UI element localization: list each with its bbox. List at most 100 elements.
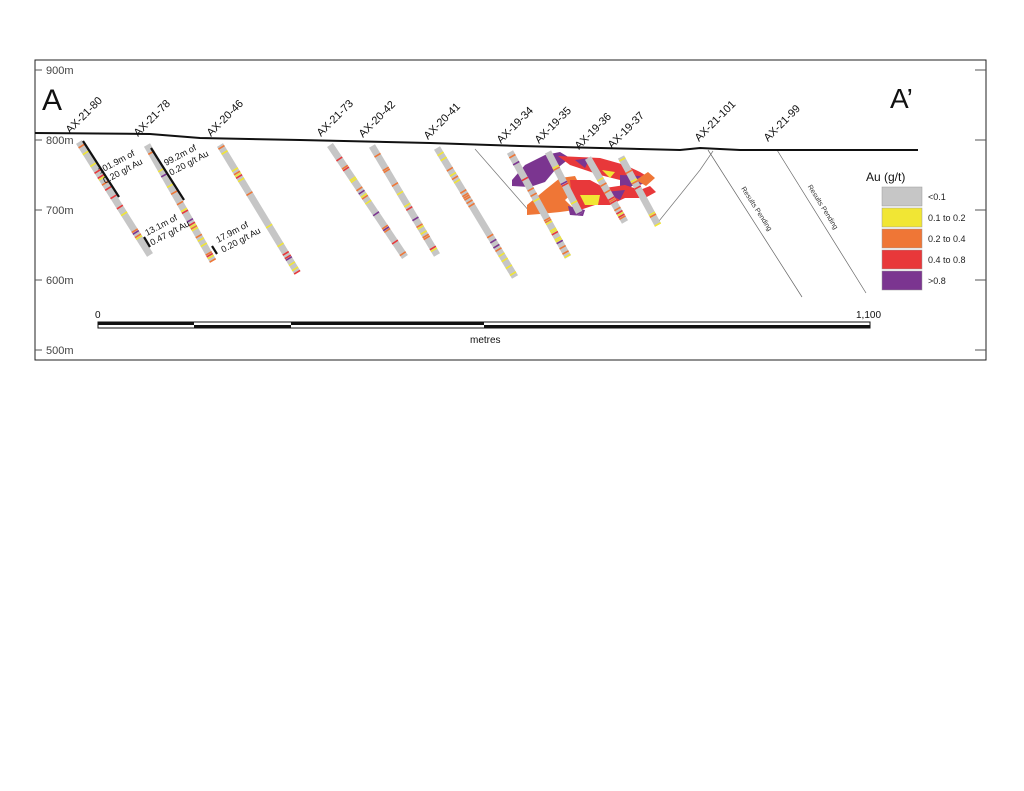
assay-interval <box>521 176 529 182</box>
assay-interval <box>206 252 214 258</box>
legend-swatch <box>881 228 923 249</box>
assay-interval <box>440 156 448 162</box>
assay-interval <box>555 237 563 243</box>
assay-interval <box>285 256 293 262</box>
legend-swatch <box>881 270 923 291</box>
assay-interval <box>464 195 471 201</box>
section-start-label: A <box>42 84 62 117</box>
assay-interval <box>234 172 242 178</box>
assay-interval <box>412 216 419 222</box>
assay-interval <box>543 216 551 222</box>
legend-swatch <box>881 207 923 228</box>
legend-label: 0.1 to 0.2 <box>928 213 966 223</box>
assay-interval <box>282 250 290 256</box>
legend: Au (g/t) <0.1 0.1 to 0.2 0.2 to 0.4 0.4 to … <box>866 170 966 291</box>
assay-interval <box>98 175 106 181</box>
assay-interval <box>209 257 217 263</box>
assay-interval <box>374 152 381 158</box>
assay-interval <box>618 213 625 219</box>
assay-interval <box>544 218 552 224</box>
assay-interval <box>361 194 369 200</box>
assay-interval <box>342 166 350 172</box>
ground-surface <box>34 132 918 152</box>
assay-interval <box>416 223 423 229</box>
assay-interval <box>498 252 505 258</box>
assay-interval <box>382 226 390 232</box>
assay-interval <box>381 224 389 230</box>
assay-interval <box>561 182 569 188</box>
assay-interval <box>527 187 535 192</box>
assay-interval <box>509 271 517 277</box>
assay-interval <box>649 213 657 219</box>
assay-interval <box>360 192 368 199</box>
assay-interval <box>335 156 343 162</box>
assay-interval <box>104 185 112 191</box>
drill-hole <box>584 156 629 224</box>
assay-interval <box>94 168 101 175</box>
assay-interval <box>570 200 578 205</box>
assay-interval <box>420 230 428 236</box>
assay-interval <box>231 167 239 173</box>
frame <box>34 59 987 361</box>
assay-interval <box>596 177 604 182</box>
assay-interval <box>120 211 128 217</box>
assay-interval <box>553 166 561 172</box>
legend-swatch <box>881 186 923 207</box>
assay-interval <box>495 247 502 253</box>
assay-interval <box>654 222 662 227</box>
drill-holes: Results Pending Results Pending <box>76 140 867 298</box>
assay-interval <box>486 233 494 239</box>
assay-interval <box>446 166 454 172</box>
assay-interval <box>466 199 473 205</box>
assay-interval <box>97 174 105 180</box>
elev-600: 600m <box>46 275 74 287</box>
scale-end: 1,100 <box>856 310 881 321</box>
assay-interval <box>89 162 97 168</box>
assay-interval <box>549 227 557 233</box>
assay-interval <box>422 233 430 239</box>
assay-interval <box>552 164 560 170</box>
assay-interval <box>576 210 584 216</box>
assay-interval <box>545 220 553 226</box>
assay-interval <box>562 250 569 255</box>
assay-interval <box>617 211 624 217</box>
drill-hole <box>368 144 441 257</box>
assay-interval <box>195 233 203 239</box>
assay-interval <box>372 211 380 217</box>
assay-interval <box>648 211 656 217</box>
assay-interval <box>559 244 567 250</box>
assay-interval <box>634 185 642 190</box>
assay-interval <box>200 242 208 248</box>
assay-interval <box>512 160 520 166</box>
drill-hole <box>327 143 408 259</box>
assay-interval <box>349 176 357 182</box>
assay-interval <box>630 178 638 183</box>
assay-interval <box>489 238 497 244</box>
drill-hole <box>506 150 572 259</box>
assay-interval <box>508 153 516 159</box>
hole-core <box>368 144 441 257</box>
assay-interval <box>462 194 470 200</box>
assay-interval <box>551 230 559 236</box>
intercept-markers <box>82 140 218 255</box>
scale-unit: metres <box>470 335 501 346</box>
assay-interval <box>616 209 623 215</box>
assay-interval <box>530 192 538 198</box>
assay-interval <box>533 197 540 203</box>
assay-interval <box>430 247 438 253</box>
assay-interval <box>618 157 626 162</box>
assay-interval <box>599 182 607 188</box>
assay-interval <box>218 144 225 150</box>
assay-interval <box>160 172 168 178</box>
hole-trace <box>776 149 867 294</box>
assay-interval <box>501 257 509 263</box>
assay-interval <box>417 224 424 230</box>
assay-interval <box>459 188 467 194</box>
assay-interval <box>607 196 615 201</box>
assay-interval <box>429 245 437 251</box>
assay-interval <box>233 170 241 176</box>
assay-interval <box>277 242 284 248</box>
hole-trace <box>707 149 803 298</box>
assay-interval <box>78 143 85 149</box>
assay-interval <box>237 177 245 183</box>
